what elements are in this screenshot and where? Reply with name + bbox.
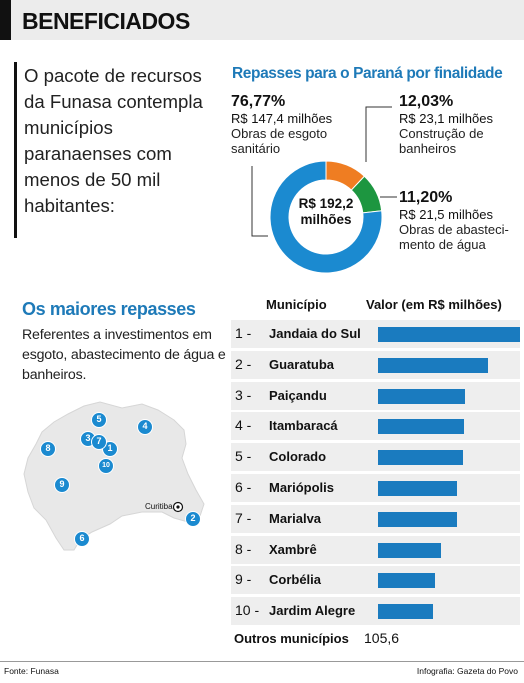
outros-value: 105,6	[364, 630, 400, 646]
row-municipio: Mariópolis	[269, 480, 335, 495]
segment-desc-line1: Construção de	[399, 126, 484, 141]
row-municipio: Jandaia do Sul	[269, 326, 361, 341]
donut-chart	[269, 160, 383, 274]
row-bar	[378, 327, 520, 342]
row-rank: 2 -	[235, 355, 252, 372]
footer-rule	[0, 661, 524, 662]
row-rank: 5 -	[235, 448, 252, 465]
segment-desc-line1: Obras de esgoto	[231, 126, 328, 141]
row-bar	[378, 511, 457, 527]
footer-source: Fonte: Funasa	[4, 666, 59, 676]
row-bar	[378, 604, 434, 620]
segment-label-esgoto: 76,77% R$ 147,4 milhões Obras de esgoto …	[231, 93, 332, 156]
segment-amount: R$ 147,4 milhões	[231, 111, 333, 126]
maiores-subtitle: Referentes a investimentos em esgoto, ab…	[22, 327, 226, 383]
row-bar	[378, 481, 457, 496]
segment-label-agua: 11,20% R$ 21,5 milhões Obras de abasteci…	[399, 189, 509, 252]
parana-map	[23, 401, 205, 551]
row-bar	[378, 357, 488, 373]
row-bar	[378, 388, 465, 404]
row-rank: 7 -	[235, 509, 252, 526]
page-title: BENEFICIADOS	[22, 8, 190, 34]
col-valor-header: Valor (em R$ milhões)	[366, 297, 502, 312]
donut-center-unit: milhões	[300, 212, 352, 227]
segment-desc-line2: banheiros	[399, 141, 457, 156]
row-municipio: Marialva	[269, 510, 322, 526]
curitiba-label: Curitiba	[145, 502, 173, 511]
map-marker-2: 2	[185, 511, 201, 527]
outros-label: Outros municípios	[234, 631, 349, 646]
row-municipio: Paiçandu	[269, 387, 327, 403]
table-row: 2 -Guaratuba11,3	[231, 350, 520, 379]
row-rank: 1 -	[235, 325, 252, 341]
segment-desc-line2: mento de água	[399, 237, 486, 252]
table-row: 5 -Colorado8,7	[231, 443, 520, 472]
table-row: 6 -Mariópolis8,1	[231, 474, 520, 502]
table-row: 9 -Corbélia5,9	[231, 566, 520, 595]
map-marker-7: 7	[91, 434, 107, 450]
footer-credit: Infografia: Gazeta do Povo	[416, 666, 518, 676]
segment-pct: 76,77%	[231, 93, 286, 110]
intro-rule	[14, 62, 17, 238]
row-rank: 6 -	[235, 479, 252, 495]
map-marker-8: 8	[40, 441, 56, 457]
col-municipio-header: Município	[266, 297, 327, 312]
segment-amount: R$ 23,1 milhões	[399, 111, 493, 126]
map-marker-4: 4	[137, 419, 153, 435]
table-row: 10 -Jardim Alegre5,7	[231, 597, 520, 626]
map-marker-5: 5	[91, 412, 107, 428]
segment-pct: 12,03%	[399, 93, 454, 110]
row-bar	[378, 419, 464, 435]
donut-center-value: R$ 192,2	[298, 196, 354, 211]
donut-slice-esgoto	[269, 160, 383, 274]
row-rank: 9 -	[235, 571, 252, 588]
segment-amount: R$ 21,5 milhões	[399, 207, 493, 222]
map-land	[23, 401, 205, 551]
donut-title: Repasses para o Paraná por finalidade	[232, 65, 503, 82]
donut-center-label: R$ 192,2 milhões	[291, 196, 361, 228]
row-municipio: Jardim Alegre	[269, 603, 356, 619]
row-rank: 10 -	[235, 602, 260, 619]
map-marker-10: 10	[98, 458, 114, 474]
row-bar	[378, 450, 463, 466]
row-municipio: Corbélia	[269, 572, 322, 588]
leader-banheiros	[365, 106, 392, 162]
row-municipio: Guaratuba	[269, 356, 335, 372]
table-row: 3 -Paiçandu8,9	[231, 381, 520, 410]
row-municipio: Colorado	[269, 449, 327, 465]
segment-label-banheiros: 12,03% R$ 23,1 milhões Construção de ban…	[399, 93, 493, 156]
table-row: 4 -Itambaracá8,8	[231, 412, 520, 441]
row-municipio: Itambaracá	[269, 418, 338, 434]
row-municipio: Xambrê	[269, 541, 317, 557]
row-rank: 3 -	[235, 386, 252, 403]
intro-text: O pacote de recursos da Funasa contempla…	[24, 65, 203, 216]
row-bar	[378, 573, 436, 589]
segment-desc-line1: Obras de abasteci-	[399, 222, 509, 237]
row-rank: 8 -	[235, 540, 252, 557]
curitiba-icon	[172, 501, 184, 513]
maiores-title: Os maiores repasses	[22, 299, 196, 319]
table-row: 8 -Xambrê6,5	[231, 535, 520, 564]
header-band	[0, 0, 524, 40]
map-marker-9: 9	[54, 477, 70, 493]
map-marker-6: 6	[74, 531, 90, 547]
row-bar	[378, 542, 442, 558]
segment-desc-line2: sanitário	[231, 141, 281, 156]
segment-pct: 11,20%	[399, 189, 453, 206]
row-rank: 4 -	[235, 417, 252, 434]
table-row: 1 -Jandaia do Sul14,6	[231, 320, 520, 348]
header-accent-bar	[0, 0, 11, 40]
leader-esgoto	[251, 166, 268, 237]
